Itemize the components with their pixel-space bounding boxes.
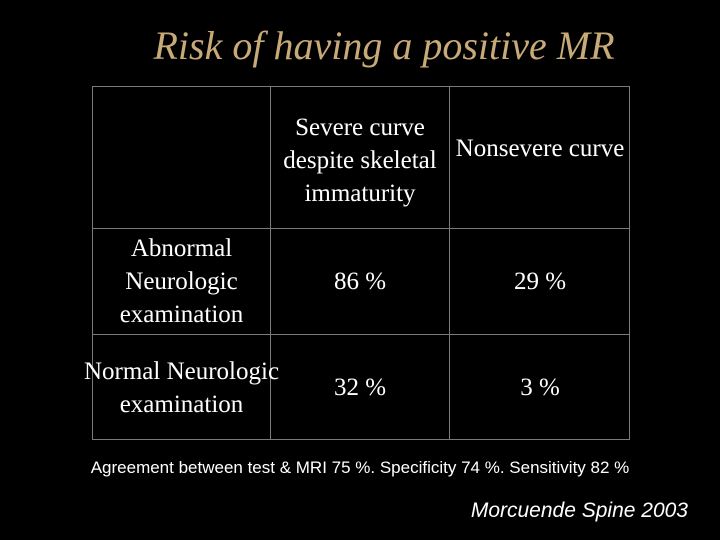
column-header-nonsevere-curve: Nonsevere curve [455, 135, 625, 162]
column-divider [449, 87, 450, 439]
statistics-footnote: Agreement between test & MRI 75 %. Speci… [90, 458, 630, 477]
row-label-abnormal-neurologic: Abnormal Neurologic examination [119, 235, 244, 328]
slide-title: Risk of having a positive MR [153, 23, 615, 68]
table-cell-abnormal-severe: 86 % [333, 268, 387, 295]
table-cell-abnormal-nonsevere: 29 % [513, 268, 567, 295]
column-divider [270, 87, 271, 439]
table-cell-normal-nonsevere: 3 % [520, 374, 560, 401]
column-header-severe-curve: Severe curve despite skeletal immaturity [283, 114, 437, 207]
citation: Morcuende Spine 2003 [470, 499, 688, 522]
table-cell-normal-severe: 32 % [333, 374, 387, 401]
row-label-normal-neurologic: Normal Neurologic examination [83, 357, 280, 418]
row-divider [93, 334, 629, 335]
table-corner-cell [93, 87, 270, 228]
row-divider [93, 228, 629, 229]
risk-table: Severe curve despite skeletal immaturity… [84, 86, 630, 440]
